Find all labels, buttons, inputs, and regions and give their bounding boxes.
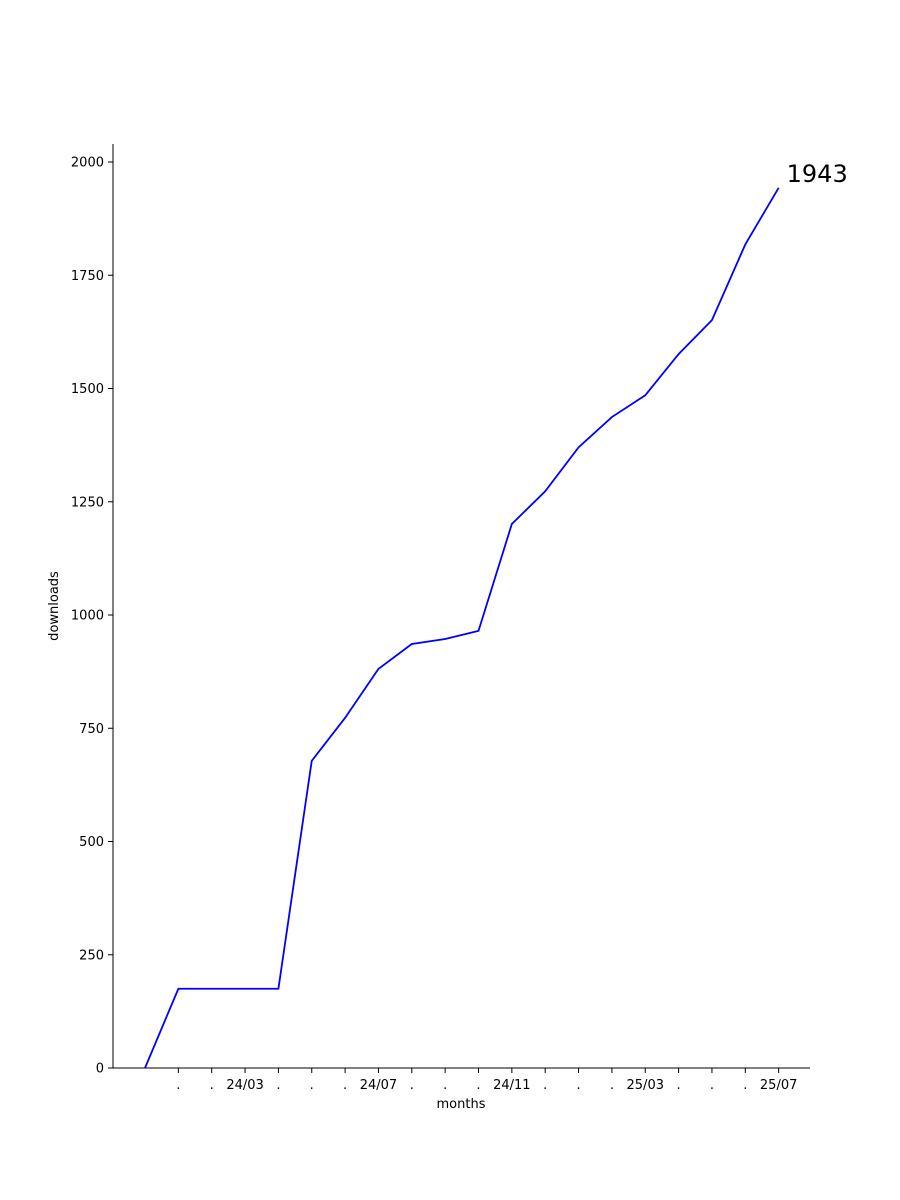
x-tick-label: . (310, 1078, 314, 1093)
x-tick-label: . (343, 1078, 347, 1093)
x-tick-label: . (576, 1078, 580, 1093)
y-axis-title: downloads (47, 571, 62, 641)
y-axis: 0 250 500 750 1000 1250 1500 1750 2000 (71, 144, 114, 1077)
y-tick-label: 1000 (71, 609, 104, 624)
series-line (144, 187, 780, 1069)
x-tick-label: . (476, 1078, 480, 1093)
end-value-label: 1943 (787, 160, 848, 188)
x-tick-label: . (543, 1078, 547, 1093)
x-tick-label: . (176, 1078, 180, 1093)
x-tick-label: . (443, 1078, 447, 1093)
y-tick-label: 750 (79, 722, 104, 737)
x-tick-label: . (610, 1078, 614, 1093)
y-tick-label: 1250 (71, 495, 104, 510)
x-tick-label: 24/11 (493, 1078, 530, 1093)
x-tick-label: 25/07 (760, 1078, 797, 1093)
x-axis: .. 24/03... 24/07... 24/11... 25/03... 25/07 (113, 1067, 810, 1093)
x-tick-label: . (210, 1078, 214, 1093)
x-tick-label: . (743, 1078, 747, 1093)
x-tick-label: . (710, 1078, 714, 1093)
x-tick-label: . (276, 1078, 280, 1093)
x-tick-label: 24/03 (226, 1078, 263, 1093)
y-tick-label: 1500 (71, 382, 104, 397)
y-tick-label: 2000 (71, 156, 104, 171)
x-tick-label: 25/03 (627, 1078, 664, 1093)
x-tick-label: 24/07 (360, 1078, 397, 1093)
x-tick-label: . (677, 1078, 681, 1093)
y-tick-label: 250 (79, 948, 104, 963)
x-axis-title: months (437, 1097, 486, 1112)
y-tick-label: 500 (79, 835, 104, 850)
x-tick-label: . (410, 1078, 414, 1093)
y-tick-label: 1750 (71, 269, 104, 284)
y-tick-label: 0 (96, 1062, 104, 1077)
